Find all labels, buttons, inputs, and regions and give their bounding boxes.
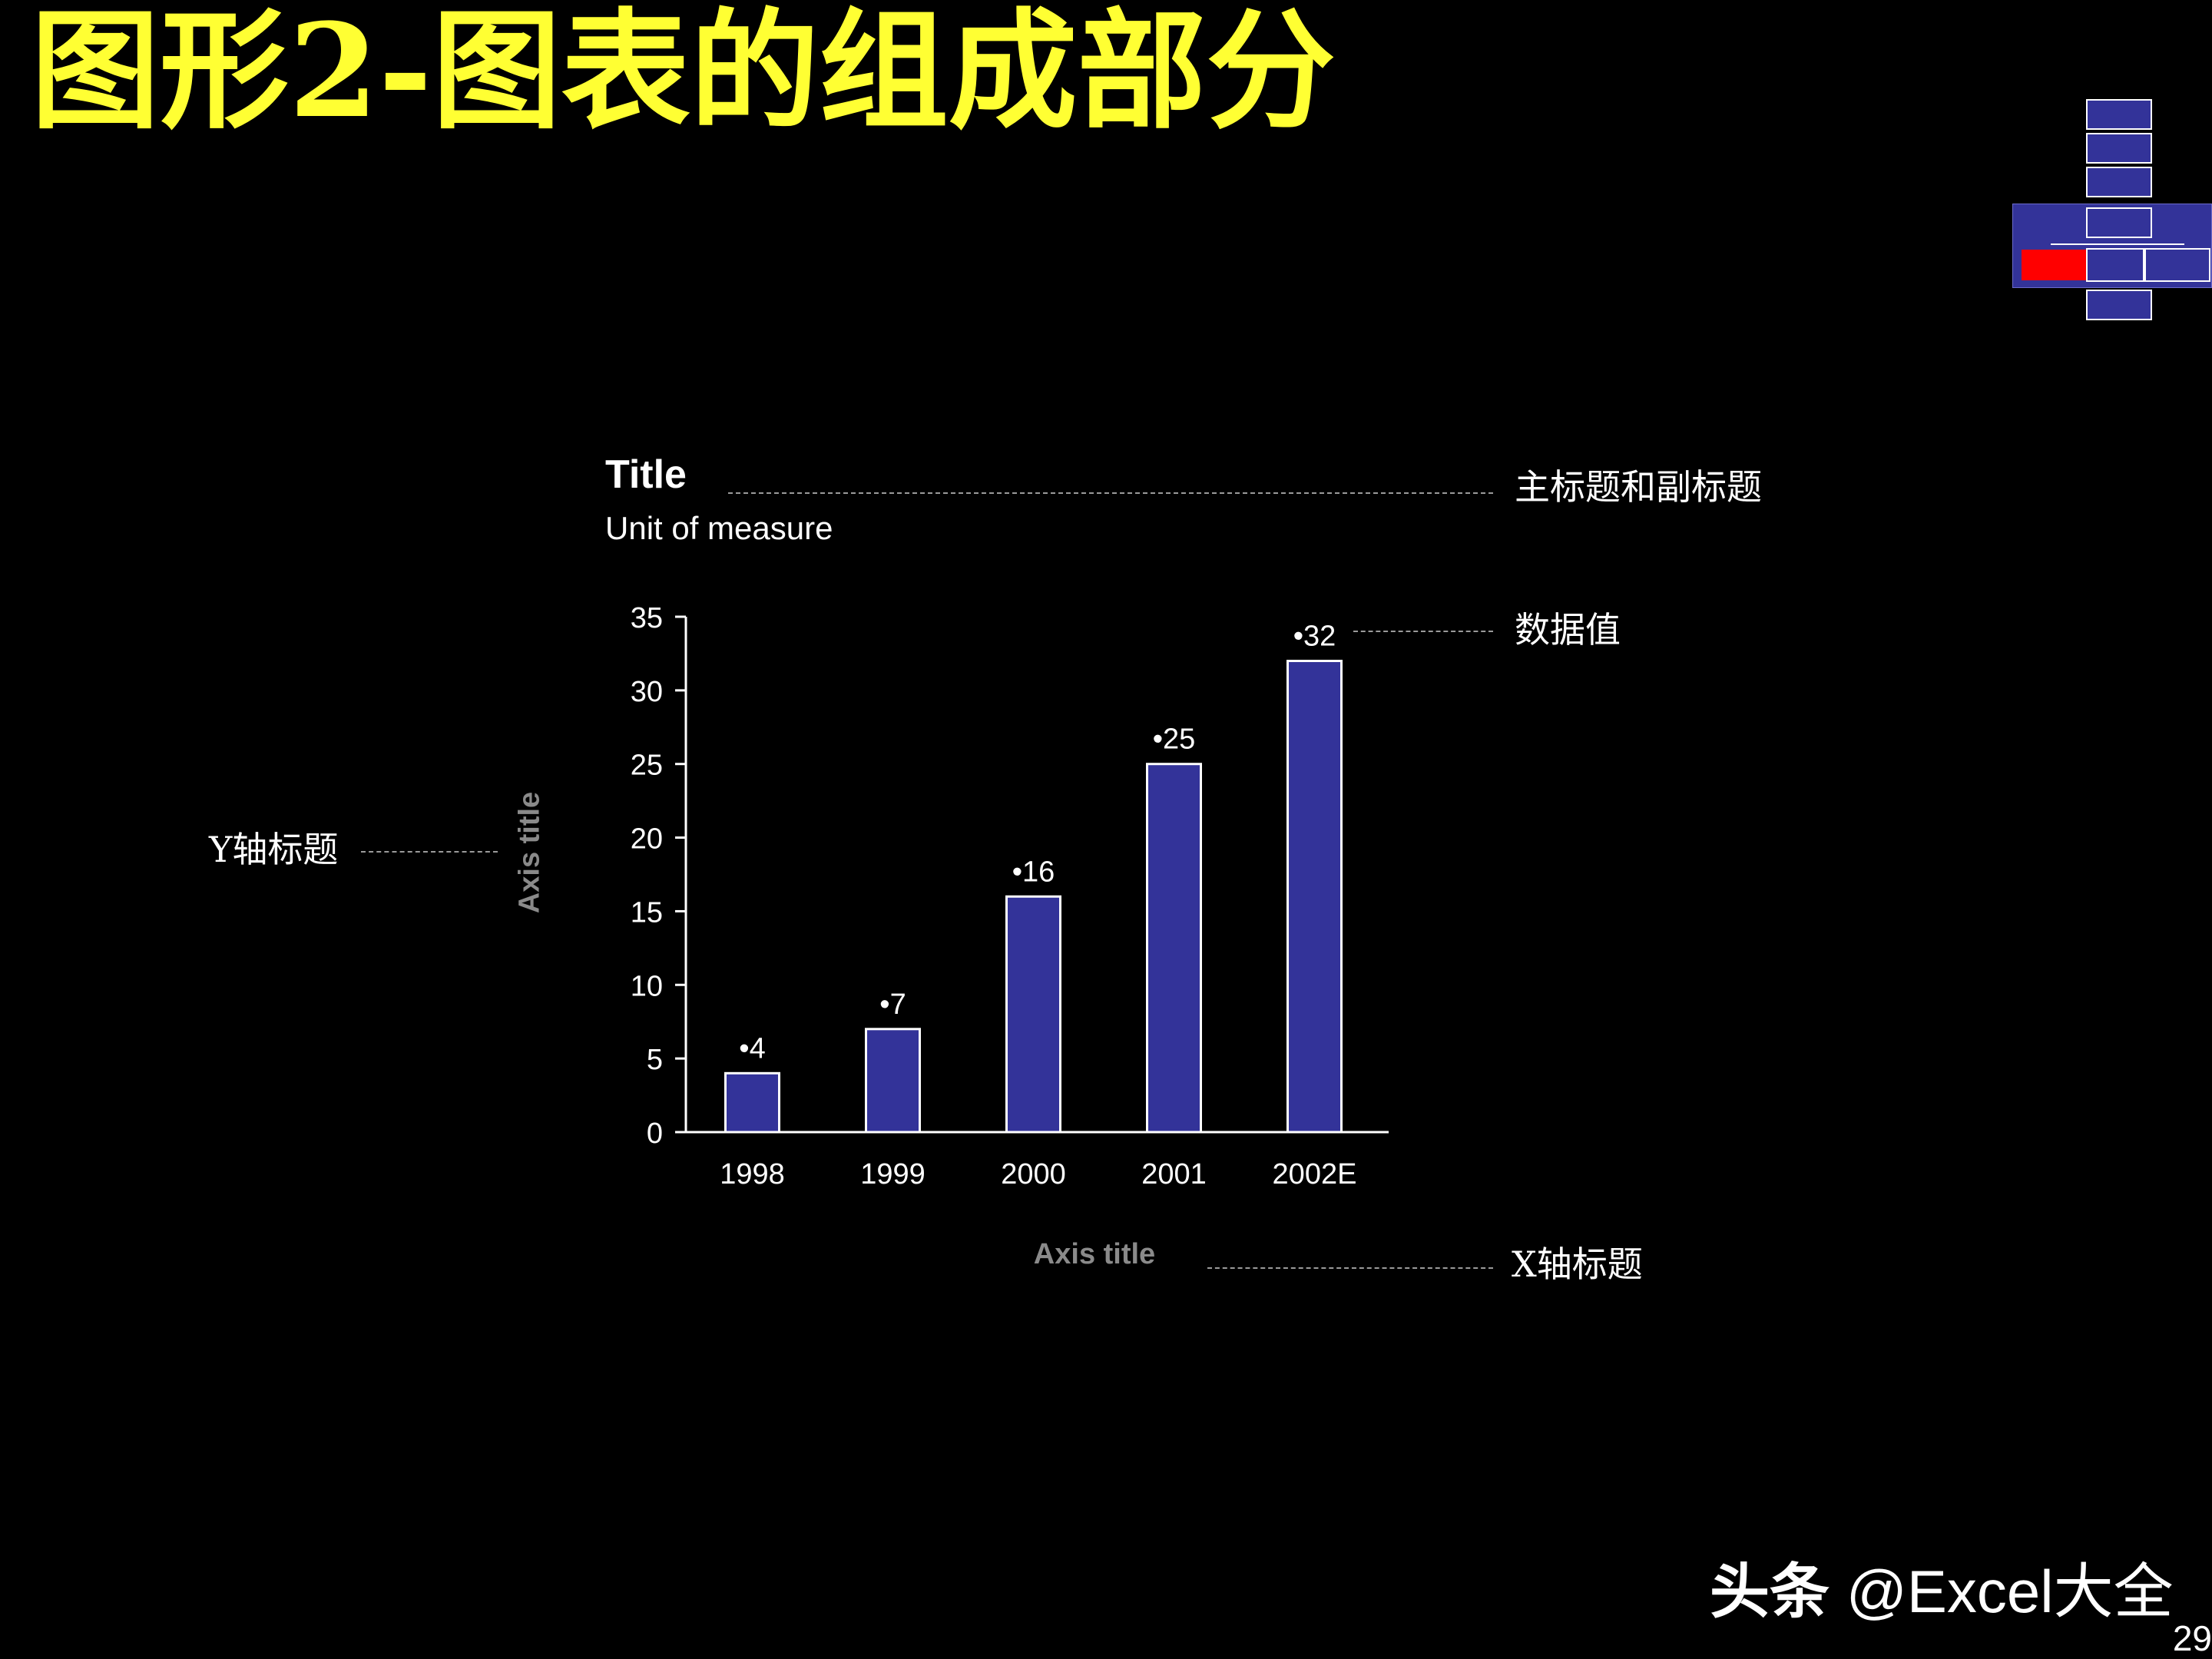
data-label-1999: •7 <box>879 988 906 1021</box>
data-value-leader-line <box>1353 631 1493 632</box>
x-axis-annotation: X轴标题 <box>1512 1243 1643 1285</box>
watermark-prefix: 头条 <box>1710 1558 1830 1625</box>
y-tick-label: 20 <box>631 823 663 856</box>
y-tick-label: 10 <box>631 970 663 1002</box>
slide-title: 图形2-图表的组成部分 <box>31 0 1336 147</box>
nav-box-1 <box>2086 99 2152 130</box>
y-tick-label: 15 <box>631 896 663 929</box>
bar-2000 <box>1005 895 1061 1134</box>
y-tick-label: 35 <box>631 602 663 634</box>
x-axis-leader-line <box>1207 1267 1493 1269</box>
x-tick-label-2002E: 2002E <box>1273 1158 1357 1190</box>
nav-box-3 <box>2086 167 2152 197</box>
x-tick-label-2000: 2000 <box>1001 1158 1066 1190</box>
nav-box-5 <box>2086 248 2144 282</box>
watermark: 头条 @Excel大全 <box>1710 1544 2174 1630</box>
nav-box-4 <box>2086 207 2152 238</box>
nav-box-6 <box>2144 248 2210 282</box>
chart-subtitle: Unit of measure <box>605 510 833 546</box>
bar-2001 <box>1146 763 1202 1134</box>
y-tick-label: 30 <box>631 676 663 708</box>
y-tick-label: 5 <box>647 1044 663 1076</box>
data-label-2000: •16 <box>1012 856 1055 888</box>
bar-1999 <box>865 1028 921 1134</box>
chart-title: Title <box>605 452 687 497</box>
bar-2002E <box>1286 660 1343 1134</box>
y-axis-annotation: Y轴标题 <box>209 829 339 870</box>
y-tick-label: 0 <box>647 1118 663 1150</box>
nav-box-7 <box>2086 290 2152 320</box>
title-leader-line <box>728 492 1493 494</box>
nav-connector <box>2051 243 2184 245</box>
bar-1998 <box>724 1071 780 1134</box>
page-number: 29 <box>2172 1618 2212 1658</box>
nav-box-2 <box>2086 133 2152 164</box>
x-tick-label-1999: 1999 <box>860 1158 926 1190</box>
y-axis-leader-line <box>361 851 498 853</box>
data-label-2001: •25 <box>1153 724 1196 756</box>
x-tick-label-2001: 2001 <box>1141 1158 1207 1190</box>
watermark-handle: @Excel大全 <box>1846 1558 2174 1625</box>
data-value-annotation: 数据值 <box>1515 609 1621 651</box>
data-label-2002E: •32 <box>1293 621 1336 653</box>
y-tick-label: 25 <box>631 750 663 782</box>
x-axis-title: Axis title <box>1033 1238 1156 1270</box>
x-tick-label-1998: 1998 <box>720 1158 785 1190</box>
nav-box-active <box>2022 250 2086 280</box>
title-annotation: 主标题和副标题 <box>1515 466 1762 508</box>
navigation-diagram <box>2012 96 2212 326</box>
data-label-1998: •4 <box>739 1032 765 1065</box>
